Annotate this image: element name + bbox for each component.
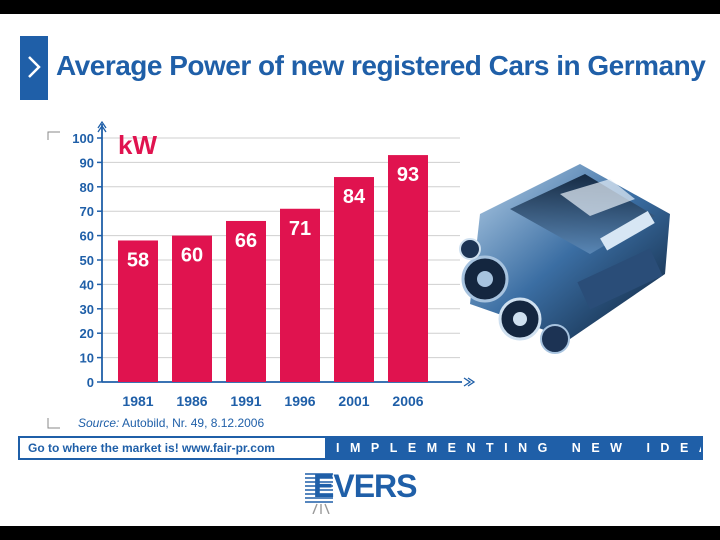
y-tick-label: 70	[80, 204, 94, 219]
x-tick-label: 1986	[176, 393, 207, 409]
bar-data-label: 60	[181, 245, 203, 267]
bar	[280, 208, 320, 382]
frame-corner-tl	[47, 131, 60, 140]
x-tick-label: 1991	[230, 393, 261, 409]
y-tick-label: 0	[87, 375, 94, 390]
bar-data-label: 66	[235, 230, 257, 252]
bar-chart: 0 10 20 30 40 50 60 70 80 90 100 58 60 66 71 84 93 1981…	[47, 120, 476, 430]
y-axis-arrow	[97, 120, 107, 133]
y-tick-label: 60	[80, 229, 94, 244]
y-axis-unit-label: kW	[118, 130, 157, 160]
bar-data-label: 84	[343, 186, 366, 208]
y-tick-label: 90	[80, 155, 94, 170]
bar	[388, 155, 428, 382]
source-label: Source:	[78, 416, 119, 430]
y-tick-label: 50	[80, 253, 94, 268]
title-marker	[20, 36, 48, 100]
bar	[334, 177, 374, 382]
evers-logo: EVERS	[303, 468, 417, 514]
y-tick-label: 80	[80, 180, 94, 195]
source-text: Autobild, Nr. 49, 8.12.2006	[119, 416, 264, 430]
x-tick-label: 2006	[392, 393, 423, 409]
x-tick-label: 1996	[284, 393, 315, 409]
logo-text: EVERS	[313, 468, 417, 504]
y-tick-label: 40	[80, 277, 94, 292]
page-title: Average Power of new registered Cars in …	[56, 50, 706, 81]
x-tick-label: 1981	[122, 393, 153, 409]
bar	[226, 220, 266, 382]
bar-data-label: 93	[397, 164, 419, 186]
footer-bar: Go to where the market is! www.fair-pr.c…	[18, 436, 703, 460]
x-tick-label: 2001	[338, 393, 369, 409]
engine-illustration	[459, 164, 670, 354]
frame-corner-bl	[47, 418, 60, 429]
bar-data-label: 58	[127, 249, 149, 271]
source-note: Source: Autobild, Nr. 49, 8.12.2006	[78, 416, 264, 430]
bar	[172, 235, 212, 382]
chart-bars: 58 60 66 71 84 93	[118, 155, 428, 382]
x-axis-arrow	[463, 377, 476, 387]
y-tick-labels: 0 10 20 30 40 50 60 70 80 90 100	[72, 131, 94, 390]
y-tick-label: 30	[80, 302, 94, 317]
footer-slogan: IMPLEMENTING NEW IDEAS	[336, 441, 701, 455]
bar-data-label: 71	[289, 218, 311, 240]
y-tick-label: 10	[80, 351, 94, 366]
chevron-right-icon	[28, 56, 41, 78]
y-tick-label: 100	[72, 131, 94, 146]
slide: Average Power of new registered Cars in …	[0, 14, 720, 526]
y-tick-label: 20	[80, 326, 94, 341]
chart-frame-corners	[47, 131, 60, 429]
x-tick-labels: 1981 1986 1991 1996 2001 2006	[122, 393, 423, 409]
logo-stripes-icon	[305, 473, 333, 514]
bar	[118, 240, 158, 382]
footer-tagline: Go to where the market is! www.fair-pr.c…	[20, 438, 325, 458]
